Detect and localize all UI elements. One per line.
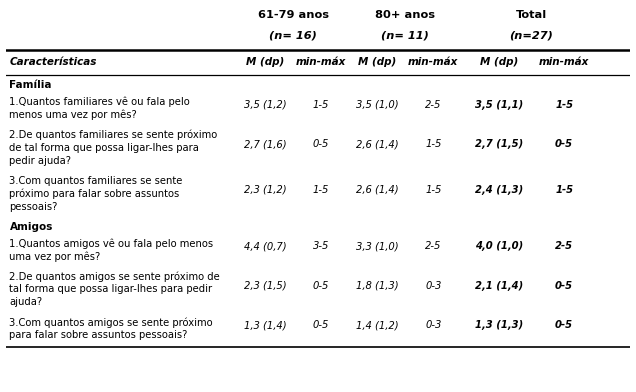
Text: 2,1 (1,4): 2,1 (1,4) [474, 281, 523, 290]
Text: (n= 16): (n= 16) [269, 31, 317, 41]
Text: de tal forma que possa ligar-lhes para: de tal forma que possa ligar-lhes para [10, 143, 199, 153]
Text: menos uma vez por mês?: menos uma vez por mês? [10, 110, 137, 120]
Text: 4,4 (0,7): 4,4 (0,7) [244, 241, 286, 251]
Text: 2.De quantos familiares se sente próximo: 2.De quantos familiares se sente próximo [10, 130, 218, 140]
Text: 2,3 (1,5): 2,3 (1,5) [244, 281, 286, 290]
Text: 0-5: 0-5 [313, 139, 329, 149]
Text: 1,3 (1,4): 1,3 (1,4) [244, 320, 286, 330]
Text: 1,4 (1,2): 1,4 (1,2) [356, 320, 399, 330]
Text: Total: Total [516, 10, 547, 20]
Text: 0-3: 0-3 [425, 320, 441, 330]
Text: ajuda?: ajuda? [10, 297, 43, 307]
Text: 2-5: 2-5 [425, 100, 441, 110]
Text: 3-5: 3-5 [313, 241, 329, 251]
Text: 0-5: 0-5 [313, 320, 329, 330]
Text: Características: Características [10, 57, 97, 67]
Text: 4,0 (1,0): 4,0 (1,0) [474, 241, 523, 251]
Text: 80+ anos: 80+ anos [375, 10, 435, 20]
Text: 0-5: 0-5 [555, 139, 573, 149]
Text: 1-5: 1-5 [313, 185, 329, 195]
Text: 0-5: 0-5 [555, 281, 573, 290]
Text: 3,5 (1,2): 3,5 (1,2) [244, 100, 286, 110]
Text: 3.Com quantos familiares se sente: 3.Com quantos familiares se sente [10, 176, 183, 186]
Text: (n= 11): (n= 11) [382, 31, 429, 41]
Text: 2-5: 2-5 [555, 241, 573, 251]
Text: 2,6 (1,4): 2,6 (1,4) [356, 139, 399, 149]
Text: pedir ajuda?: pedir ajuda? [10, 156, 71, 166]
Text: min-máx: min-máx [408, 57, 459, 67]
Text: M (dp): M (dp) [480, 57, 518, 67]
Text: próximo para falar sobre assuntos: próximo para falar sobre assuntos [10, 189, 180, 199]
Text: tal forma que possa ligar-lhes para pedir: tal forma que possa ligar-lhes para pedi… [10, 284, 212, 294]
Text: 1-5: 1-5 [425, 139, 441, 149]
Text: 0-5: 0-5 [313, 281, 329, 290]
Text: 0-5: 0-5 [555, 320, 573, 330]
Text: 3.Com quantos amigos se sente próximo: 3.Com quantos amigos se sente próximo [10, 317, 213, 328]
Text: 61-79 anos: 61-79 anos [258, 10, 329, 20]
Text: 0-3: 0-3 [425, 281, 441, 290]
Text: M (dp): M (dp) [358, 57, 396, 67]
Text: para falar sobre assuntos pessoais?: para falar sobre assuntos pessoais? [10, 330, 188, 340]
Text: 1-5: 1-5 [555, 100, 573, 110]
Text: 2,3 (1,2): 2,3 (1,2) [244, 185, 286, 195]
Text: (n=27): (n=27) [509, 31, 553, 41]
Text: 2-5: 2-5 [425, 241, 441, 251]
Text: 1,3 (1,3): 1,3 (1,3) [474, 320, 523, 330]
Text: pessoais?: pessoais? [10, 201, 58, 212]
Text: 2,6 (1,4): 2,6 (1,4) [356, 185, 399, 195]
Text: Amigos: Amigos [10, 221, 53, 232]
Text: min-máx: min-máx [296, 57, 347, 67]
Text: 3,3 (1,0): 3,3 (1,0) [356, 241, 399, 251]
Text: 3,5 (1,0): 3,5 (1,0) [356, 100, 399, 110]
Text: 1.Quantos amigos vê ou fala pelo menos: 1.Quantos amigos vê ou fala pelo menos [10, 238, 214, 249]
Text: uma vez por mês?: uma vez por mês? [10, 251, 100, 262]
Text: 2.De quantos amigos se sente próximo de: 2.De quantos amigos se sente próximo de [10, 271, 220, 282]
Text: 1,8 (1,3): 1,8 (1,3) [356, 281, 399, 290]
Text: 2,7 (1,6): 2,7 (1,6) [244, 139, 286, 149]
Text: 1-5: 1-5 [425, 185, 441, 195]
Text: 3,5 (1,1): 3,5 (1,1) [474, 100, 523, 110]
Text: 2,4 (1,3): 2,4 (1,3) [474, 185, 523, 195]
Text: 1-5: 1-5 [313, 100, 329, 110]
Text: min-máx: min-máx [539, 57, 590, 67]
Text: 1-5: 1-5 [555, 185, 573, 195]
Text: 1.Quantos familiares vê ou fala pelo: 1.Quantos familiares vê ou fala pelo [10, 97, 190, 107]
Text: 2,7 (1,5): 2,7 (1,5) [474, 139, 523, 149]
Text: M (dp): M (dp) [246, 57, 284, 67]
Text: Família: Família [10, 80, 52, 90]
